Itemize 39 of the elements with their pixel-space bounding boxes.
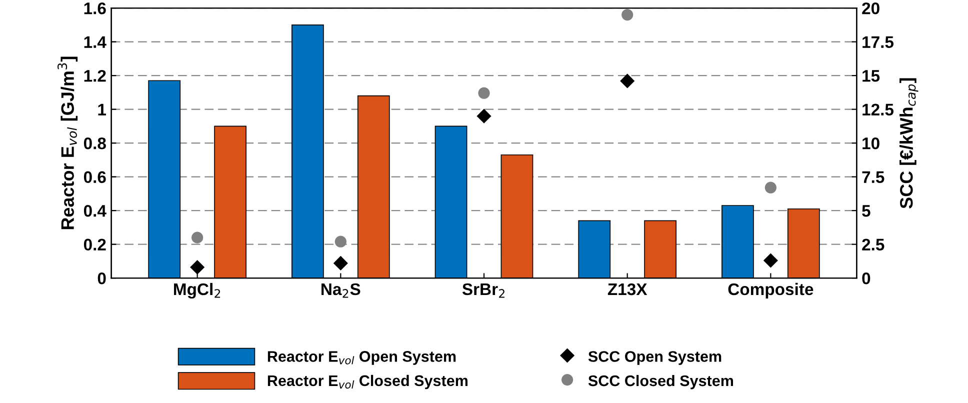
legend-label: Reactor E$_{vol}$ Open System — [268, 351, 456, 365]
y-axis-title: Reactor E$_{vol}$ [GJ/m$^{3}$] — [58, 56, 78, 230]
y2-tick-label: 10 — [862, 137, 880, 150]
legend-label: SCC Open System — [588, 351, 722, 365]
point — [192, 232, 204, 244]
y2-tick-label: 20 — [862, 2, 880, 14]
y-tick-label: 1.6 — [84, 2, 106, 14]
y2-tick-label: 2.5 — [862, 238, 884, 251]
point — [620, 74, 635, 88]
x-tick-label: SrBr$_{2}$ — [462, 283, 504, 298]
x-tick-label: Z13X — [608, 283, 648, 296]
point — [334, 236, 346, 248]
y-tick-label: 1 — [98, 104, 106, 116]
y-tick-label: 0.6 — [84, 171, 106, 184]
y2-tick-label: 5 — [862, 205, 870, 217]
point — [333, 256, 348, 271]
point — [476, 108, 492, 124]
y-tick-label: 0 — [98, 272, 106, 284]
point — [763, 253, 778, 268]
y-tick-label: 0.2 — [84, 238, 106, 251]
y2-tick-label: 15 — [862, 70, 880, 82]
point — [764, 182, 776, 194]
point — [622, 9, 634, 21]
y-tick-label: 1.2 — [84, 70, 106, 82]
y2-tick-label: 12.5 — [862, 104, 894, 116]
y2-tick-label: 17.5 — [862, 36, 894, 48]
point — [478, 87, 490, 99]
legend-label: SCC Closed System — [588, 374, 733, 390]
y2-tick-label: 7.5 — [862, 171, 884, 184]
x-tick-label: Composite — [728, 282, 814, 298]
y-tick-label: 0.4 — [84, 204, 106, 217]
x-tick-label: Na$_{2}$S — [322, 283, 360, 298]
y2-tick-label: 0 — [862, 272, 870, 284]
point — [190, 260, 205, 275]
y2-axis-title: SCC [€/kWh$_{cap}$] — [900, 78, 918, 208]
x-tick-label: MgCl$_{2}$ — [174, 282, 220, 299]
legend-label: Reactor E$_{vol}$ Closed System — [268, 374, 468, 390]
y-tick-label: 0.8 — [84, 137, 106, 150]
y-tick-label: 1.4 — [84, 36, 106, 48]
